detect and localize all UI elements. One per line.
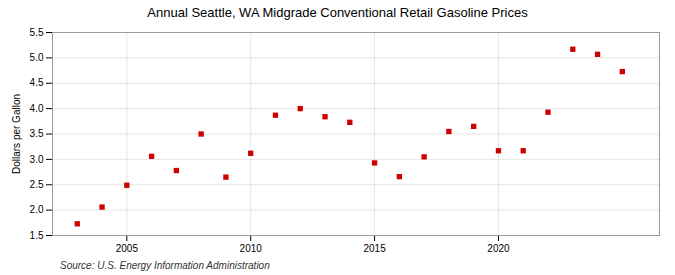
html-text:Annual Seattle, WA Midgrade Co: Annual Seattle, WA Midgrade Conventional… [147, 5, 528, 20]
svg-text:2020: 2020 [487, 243, 510, 254]
svg-text:5.0: 5.0 [30, 52, 44, 63]
svg-text:2010: 2010 [240, 243, 263, 254]
svg-text:5.5: 5.5 [30, 27, 44, 38]
svg-text:3.5: 3.5 [30, 128, 44, 139]
svg-text:1.5: 1.5 [30, 230, 44, 241]
html-text:Source: U.S. Energy Informatio: Source: U.S. Energy Information Administ… [60, 260, 270, 271]
svg-text:4.0: 4.0 [30, 103, 44, 114]
svg-text:2005: 2005 [116, 243, 139, 254]
svg-text:2015: 2015 [363, 243, 386, 254]
svg-text:2.5: 2.5 [30, 179, 44, 190]
svg-text:2.0: 2.0 [30, 204, 44, 215]
svg-text:3.0: 3.0 [30, 154, 44, 165]
svg-text:4.5: 4.5 [30, 77, 44, 88]
svg-text:Dollars per Gallon: Dollars per Gallon [11, 94, 22, 174]
